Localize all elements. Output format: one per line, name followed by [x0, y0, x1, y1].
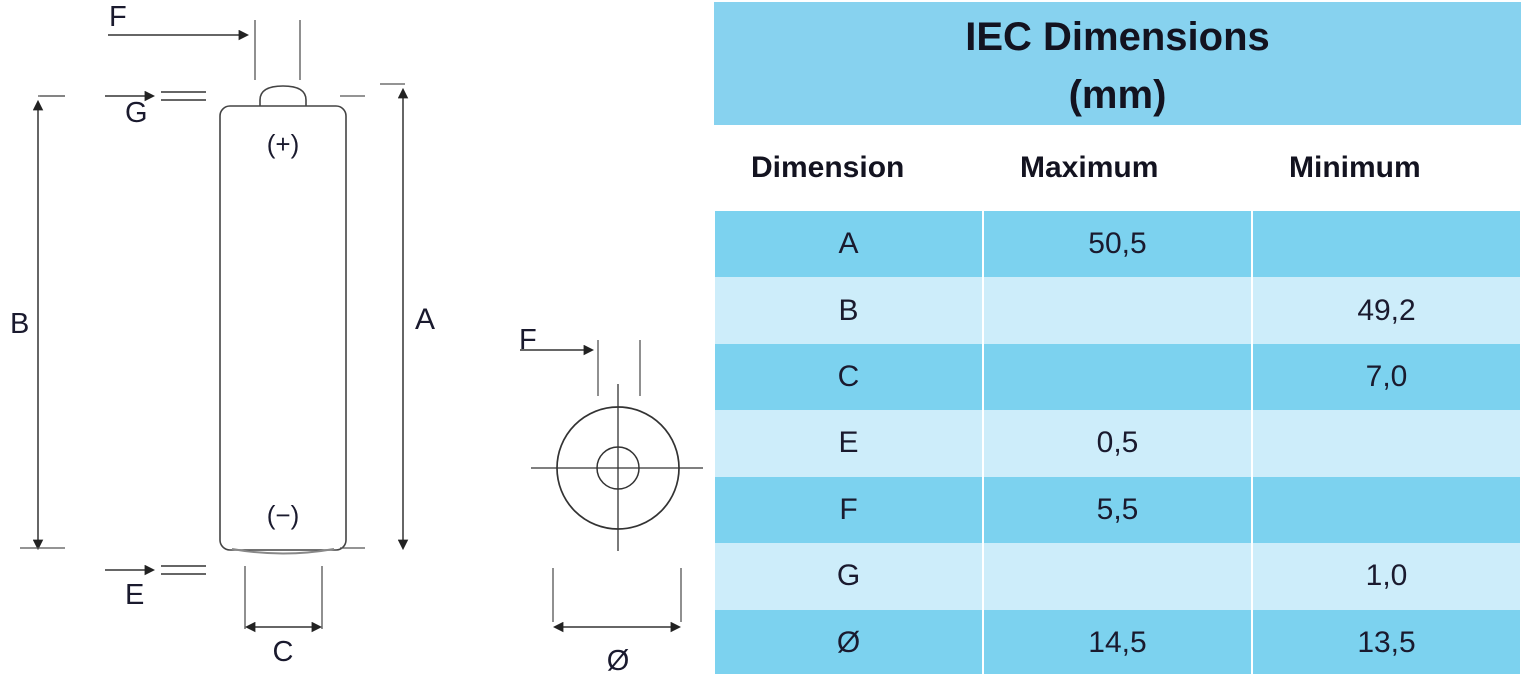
svg-text:Ø: Ø	[607, 645, 630, 674]
svg-text:B: B	[10, 308, 29, 340]
svg-text:G: G	[125, 97, 148, 129]
svg-text:F: F	[519, 324, 537, 356]
svg-text:A: A	[415, 303, 435, 336]
svg-text:(+): (+)	[267, 129, 300, 159]
svg-text:(−): (−)	[267, 500, 300, 530]
svg-text:F: F	[109, 1, 127, 33]
svg-text:E: E	[125, 579, 144, 611]
svg-text:C: C	[273, 636, 294, 668]
